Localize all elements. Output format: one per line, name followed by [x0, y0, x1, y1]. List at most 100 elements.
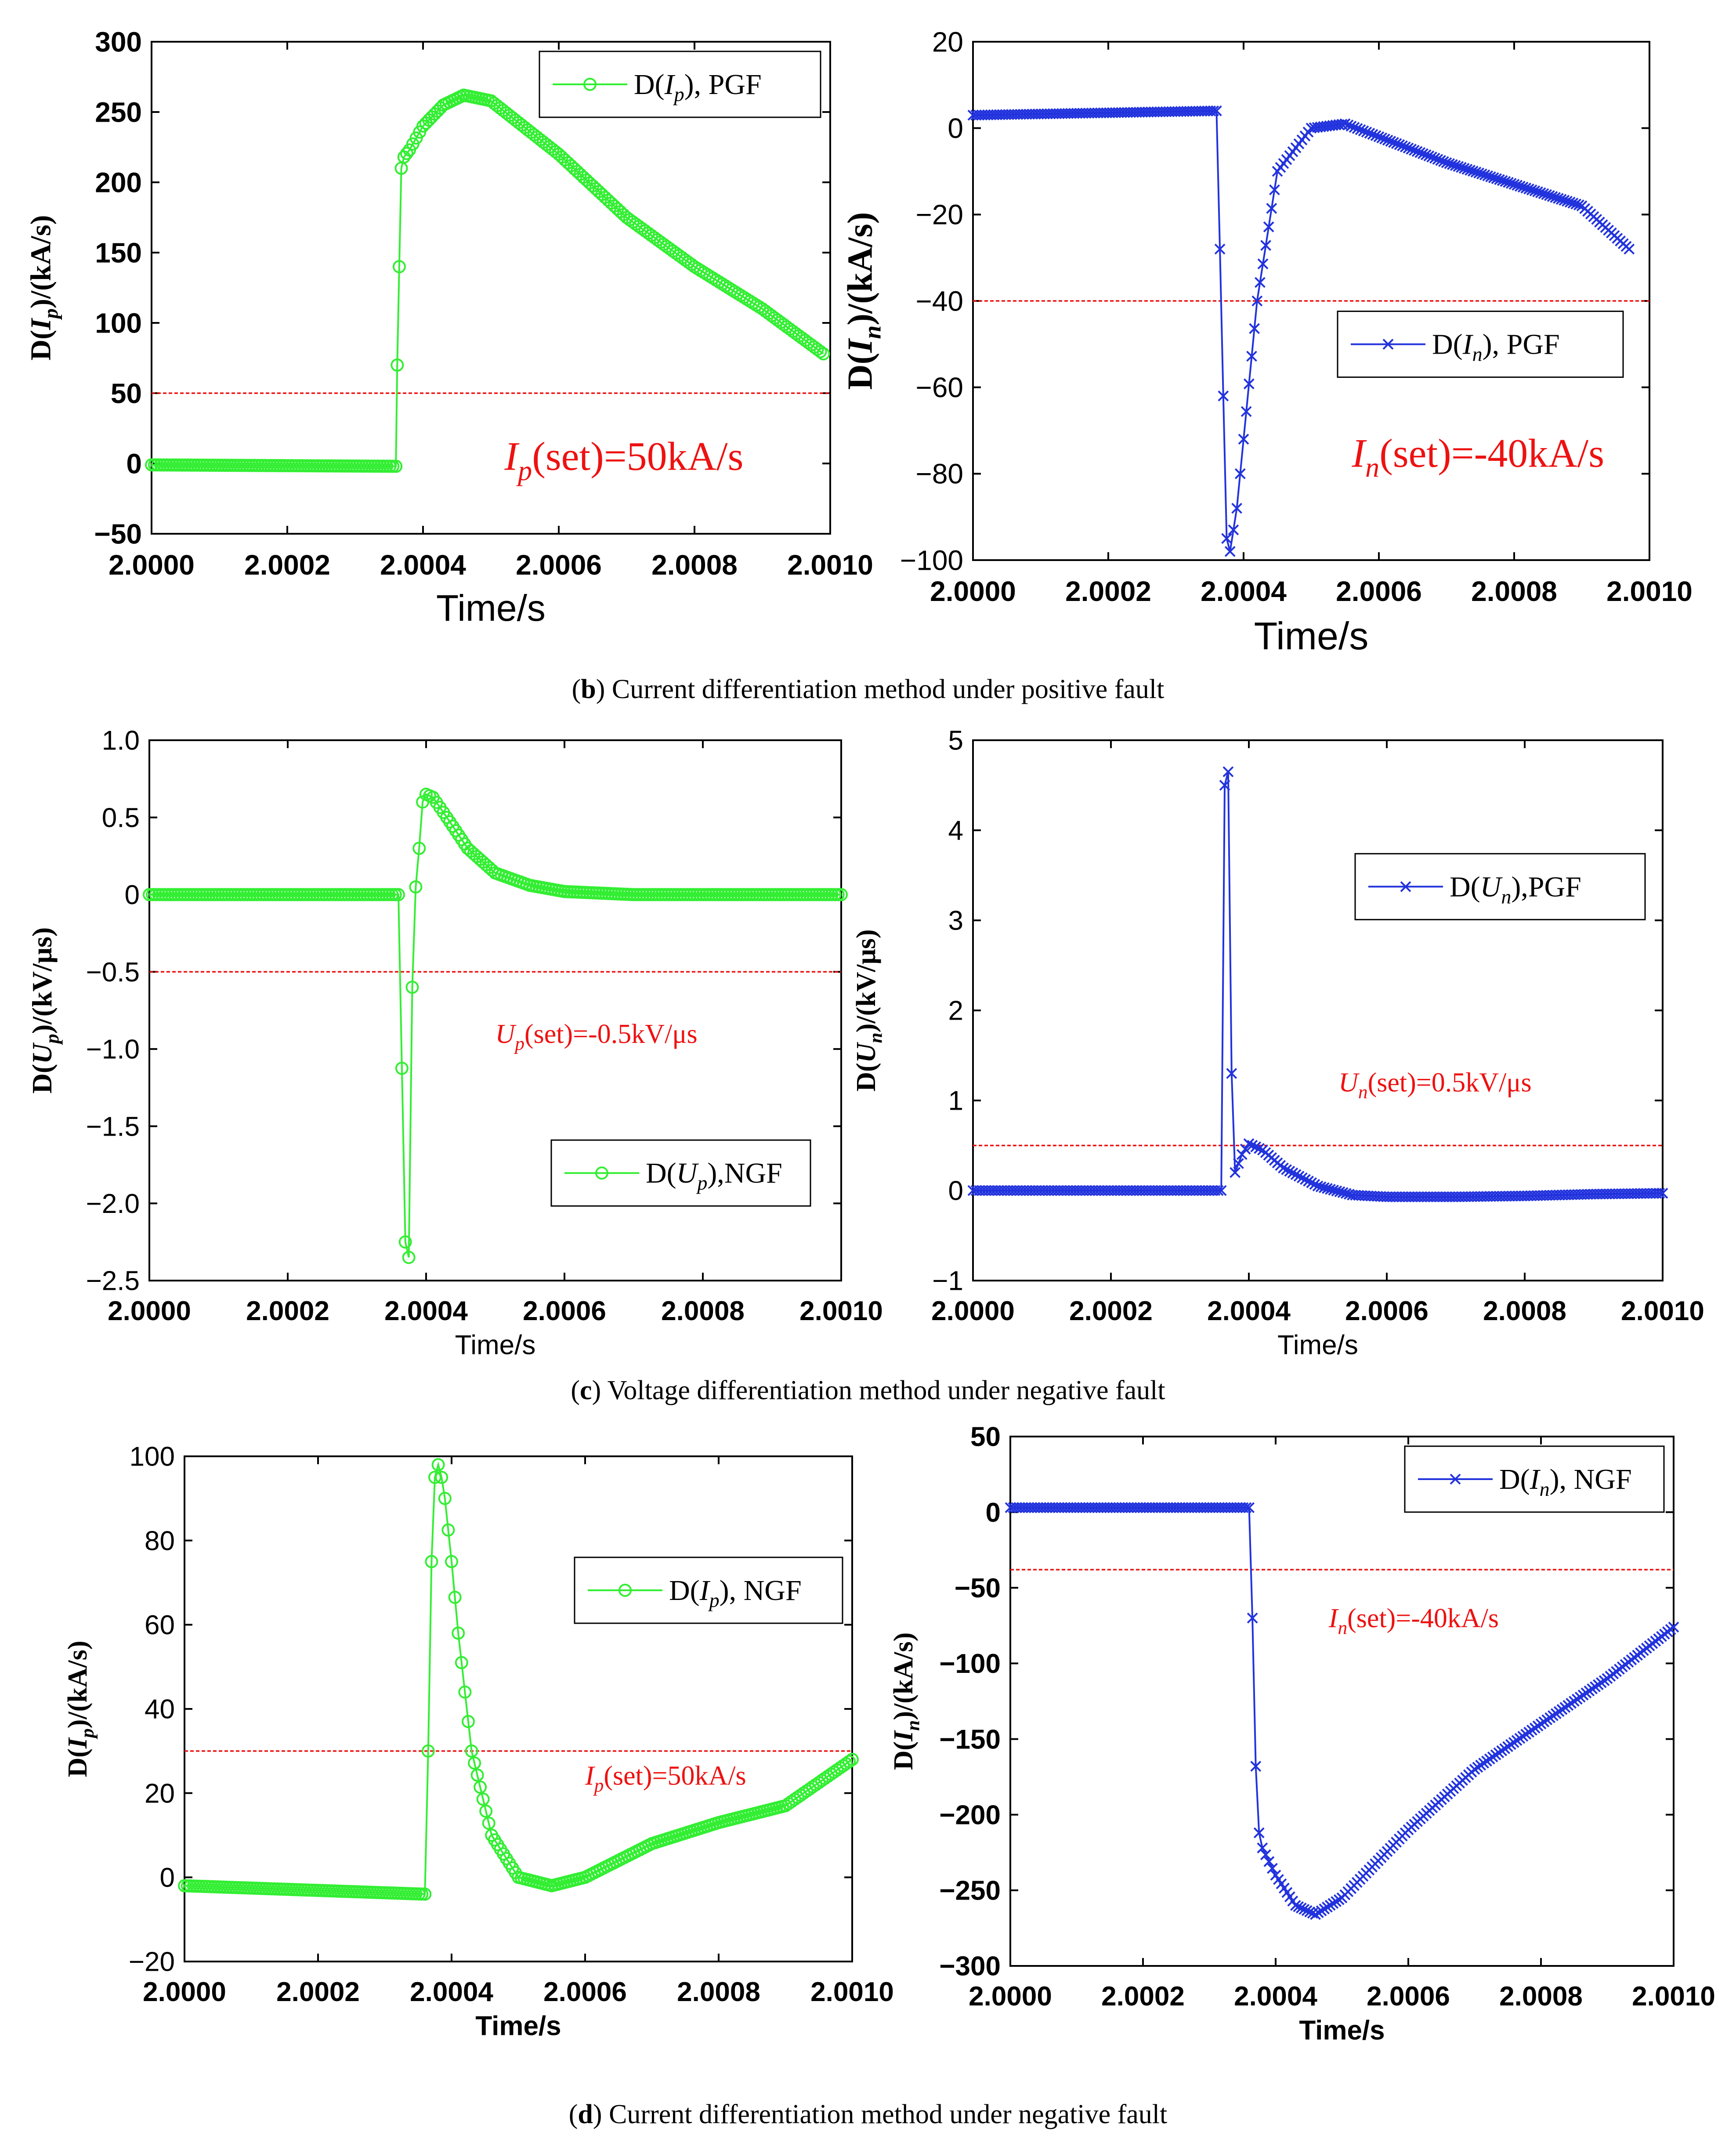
y-tick-label: 100 — [95, 307, 142, 339]
x-tick-label: 2.0004 — [1201, 575, 1287, 607]
y-tick-label: 200 — [95, 166, 142, 198]
data-point — [1257, 1842, 1268, 1853]
data-point — [1214, 243, 1226, 255]
y-tick-label: −1.5 — [86, 1111, 140, 1142]
threshold-annotation: Un(set)=0.5kV/μs — [1338, 1068, 1531, 1103]
y-tick-label: 1.0 — [102, 726, 140, 756]
data-point — [402, 1251, 416, 1264]
data-point — [1290, 1169, 1302, 1180]
data-point — [1315, 1181, 1327, 1193]
data-point — [1340, 1188, 1352, 1199]
data-point — [392, 888, 405, 901]
threshold-annotation: In(set)=-40kA/s — [1328, 1603, 1499, 1639]
y-axis-label: D(In)/(kA/s) — [841, 212, 886, 390]
data-point — [1281, 1164, 1292, 1175]
data-point — [1243, 1138, 1255, 1149]
data-point — [1494, 174, 1505, 185]
caption-d: (d) Current differentiation method under… — [568, 2099, 1168, 2129]
data-point — [1657, 1187, 1668, 1199]
data-point — [1564, 196, 1576, 208]
data-point — [1241, 406, 1252, 417]
data-point — [1364, 127, 1375, 139]
data-point — [1426, 152, 1437, 163]
data-point — [1321, 1183, 1333, 1194]
data-point — [1550, 192, 1561, 203]
data-point — [400, 147, 413, 160]
data-point — [1555, 194, 1567, 205]
data-point — [1349, 122, 1360, 133]
y-tick-label: 40 — [145, 1694, 175, 1725]
series-markers — [143, 788, 848, 1264]
data-point — [1447, 159, 1458, 170]
data-point — [1215, 1185, 1227, 1196]
data-point — [1567, 197, 1579, 209]
data-point — [1300, 1174, 1311, 1185]
chart-b-left: 300 250 200 150 100 50 0 −502.0000 2.0002 2.0004 2… — [25, 26, 873, 628]
y-tick-label: −60 — [915, 372, 963, 403]
data-point — [1465, 165, 1476, 176]
y-tick-label: −20 — [129, 1947, 175, 1977]
data-point — [1312, 1180, 1324, 1192]
x-axis-label: Time/s — [455, 1330, 536, 1360]
data-point — [1334, 1186, 1345, 1198]
data-point — [1397, 140, 1408, 152]
y-tick-label: −2.0 — [86, 1189, 140, 1219]
x-tick-label: 2.0006 — [523, 1296, 606, 1326]
data-point — [1441, 157, 1452, 168]
data-point — [1309, 1179, 1320, 1190]
data-point — [1212, 1185, 1224, 1196]
x-axis-label: Time/s — [475, 2011, 561, 2041]
y-tick-label: 0 — [160, 1863, 175, 1893]
data-point — [441, 1523, 455, 1537]
y-axis-label: D(Un)/(kV/μs) — [851, 929, 886, 1091]
y-tick-label: −20 — [915, 199, 963, 231]
y-tick-label: 50 — [970, 1422, 1001, 1452]
data-point — [1408, 145, 1420, 156]
data-point — [1293, 1901, 1304, 1912]
legend-label: D(Ip), NGF — [669, 1574, 802, 1611]
data-point — [1295, 1902, 1307, 1914]
data-point — [1221, 533, 1232, 544]
caption-b: (b) Current differentiation method under… — [571, 674, 1165, 704]
data-point — [1296, 1172, 1308, 1184]
data-point — [1303, 1176, 1314, 1187]
data-point — [1461, 163, 1473, 175]
data-point — [1411, 146, 1423, 157]
data-point — [1541, 189, 1552, 200]
y-tick-label: −250 — [939, 1876, 1001, 1906]
y-tick-label: −50 — [955, 1573, 1001, 1603]
data-point — [1624, 243, 1635, 255]
data-point — [1253, 1827, 1265, 1839]
data-point — [1562, 195, 1573, 207]
data-point — [1231, 503, 1243, 514]
data-point — [1403, 142, 1414, 154]
data-point — [1573, 199, 1584, 210]
data-point — [1218, 390, 1229, 402]
x-tick-label: 2.0010 — [1632, 1981, 1715, 2012]
data-point — [398, 1235, 412, 1249]
legend-marker — [1450, 1473, 1461, 1485]
y-tick-label: −1.0 — [86, 1035, 140, 1065]
data-point — [1379, 134, 1390, 145]
data-point — [1233, 1158, 1244, 1169]
y-tick-label: −150 — [939, 1724, 1001, 1755]
x-tick-label: 2.0000 — [930, 575, 1016, 607]
data-point — [1266, 203, 1277, 214]
y-tick-label: 1 — [948, 1086, 963, 1116]
legend: D(Un),PGF — [1354, 853, 1646, 920]
data-point — [1267, 1863, 1278, 1874]
data-point — [1260, 1849, 1271, 1860]
data-point — [1370, 130, 1382, 141]
data-point — [1559, 195, 1570, 206]
data-point — [1250, 1141, 1262, 1152]
legend-label: D(Un),PGF — [1450, 871, 1581, 908]
y-axis-label: D(Ip)/(kA/s) — [63, 1640, 98, 1777]
data-point — [1284, 1165, 1295, 1177]
data-point — [1482, 170, 1494, 181]
data-point — [1254, 1143, 1265, 1154]
y-tick-label: −300 — [939, 1951, 1001, 1982]
data-point — [1423, 150, 1435, 162]
data-point — [843, 1755, 856, 1768]
y-axis-label: D(Ip)/(kA/s) — [25, 215, 62, 360]
